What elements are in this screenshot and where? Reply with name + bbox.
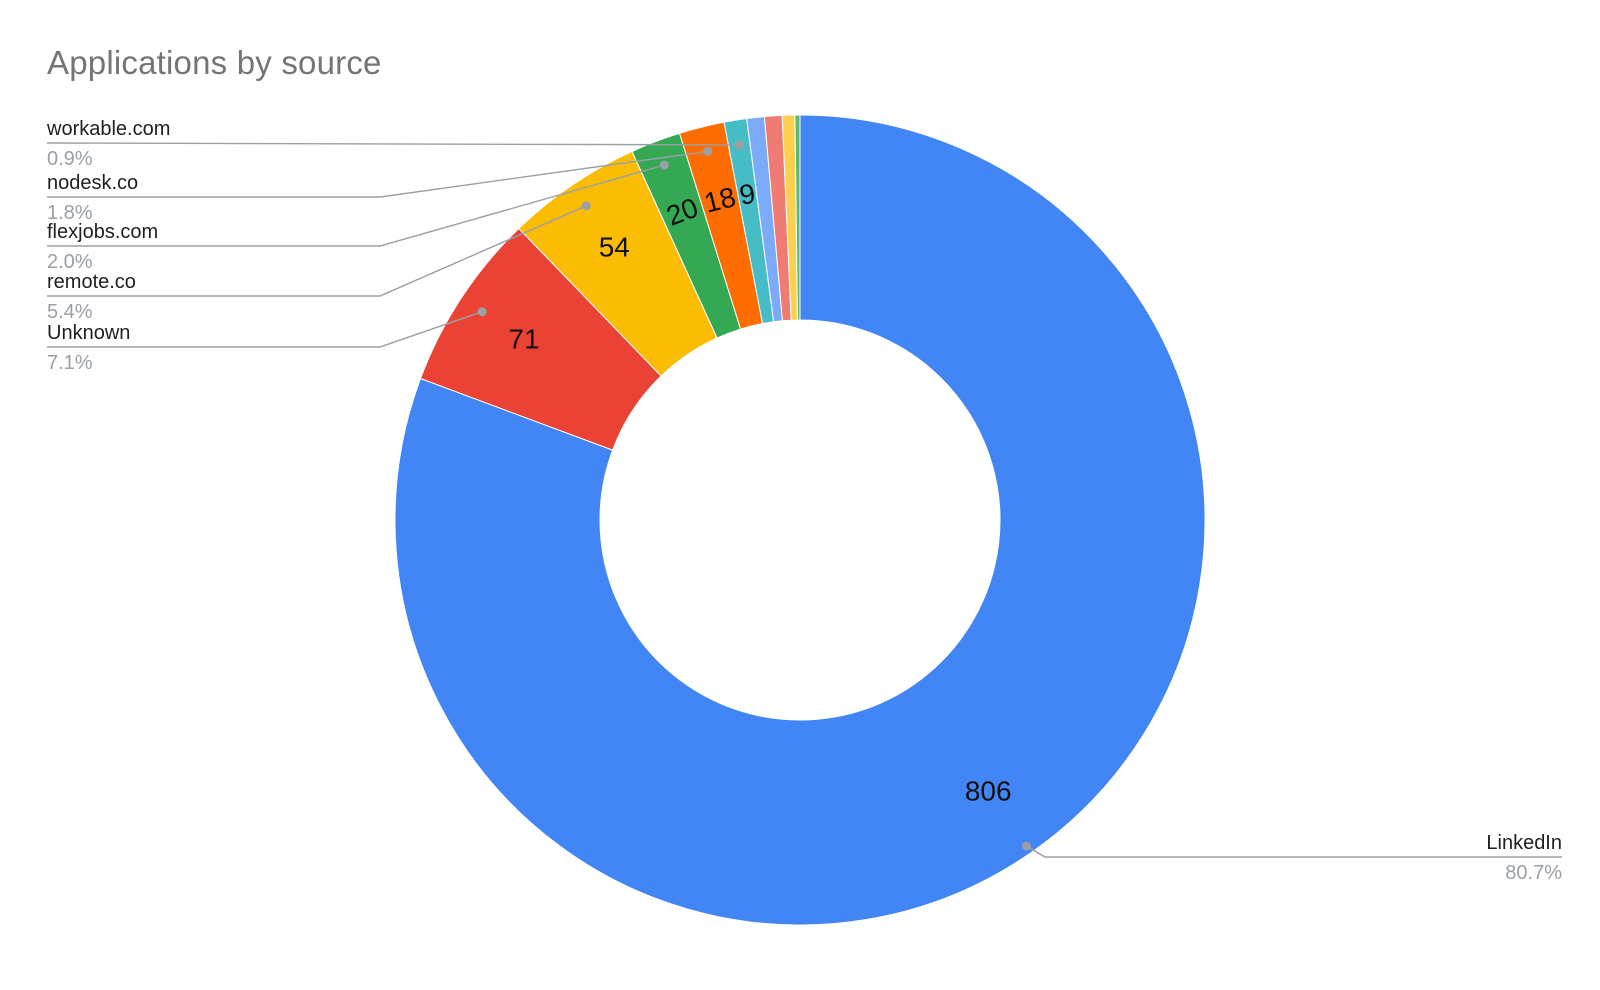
callout-dot-linkedin: [1021, 841, 1031, 851]
value-label-unknown: 71: [508, 324, 539, 355]
callout-nodesk-co: nodesk.co 1.8%: [47, 171, 138, 225]
pie-slice-unlabeled-9[interactable]: [794, 114, 801, 321]
callout-flexjobs-com: flexjobs.com 2.0%: [47, 220, 158, 274]
callout-percent-flexjobs-com: 2.0%: [47, 251, 93, 273]
callout-line-nodesk-co: [47, 150, 708, 198]
callout-percent-unknown: 7.1%: [47, 352, 93, 374]
chart-title: Applications by source: [47, 44, 382, 81]
callout-dot-workable-com: [734, 140, 744, 150]
callout-label-nodesk-co: nodesk.co: [47, 172, 139, 194]
value-label-workable-com: 9: [737, 178, 757, 211]
callout-line-unknown: [47, 311, 483, 348]
callout-label-workable-com: workable.com: [47, 118, 171, 140]
callout-dot-unknown: [477, 307, 487, 317]
value-label-nodesk-co: 18: [701, 181, 739, 219]
callout-line-linkedin: [1026, 845, 1562, 858]
callout-linkedin: LinkedIn 80.7%: [1486, 831, 1562, 885]
callout-line-workable-com: [46, 142, 740, 146]
callout-workable-com: workable.com 0.9%: [47, 117, 170, 171]
pie-slice-linkedin[interactable]: [394, 114, 1206, 926]
callout-line-remote-co: [47, 205, 587, 297]
callout-dot-flexjobs-com: [659, 160, 669, 170]
callout-label-linkedin: LinkedIn: [1486, 832, 1562, 854]
callout-label-unknown: Unknown: [47, 322, 131, 344]
callout-dot-nodesk-co: [703, 146, 713, 156]
callout-label-remote-co: remote.co: [47, 271, 136, 293]
value-label-remote-co: 54: [599, 232, 630, 263]
callout-dot-remote-co: [581, 201, 591, 211]
callout-percent-nodesk-co: 1.8%: [47, 202, 93, 224]
callout-unknown: Unknown 7.1%: [47, 321, 130, 375]
callout-remote-co: remote.co 5.4%: [47, 270, 136, 324]
callout-label-flexjobs-com: flexjobs.com: [47, 221, 159, 243]
value-label-linkedin: 806: [965, 776, 1012, 807]
callout-percent-linkedin: 80.7%: [1505, 862, 1562, 884]
callout-percent-workable-com: 0.9%: [47, 148, 93, 170]
callout-percent-remote-co: 5.4%: [47, 301, 93, 323]
callout-line-flexjobs-com: [47, 164, 665, 247]
